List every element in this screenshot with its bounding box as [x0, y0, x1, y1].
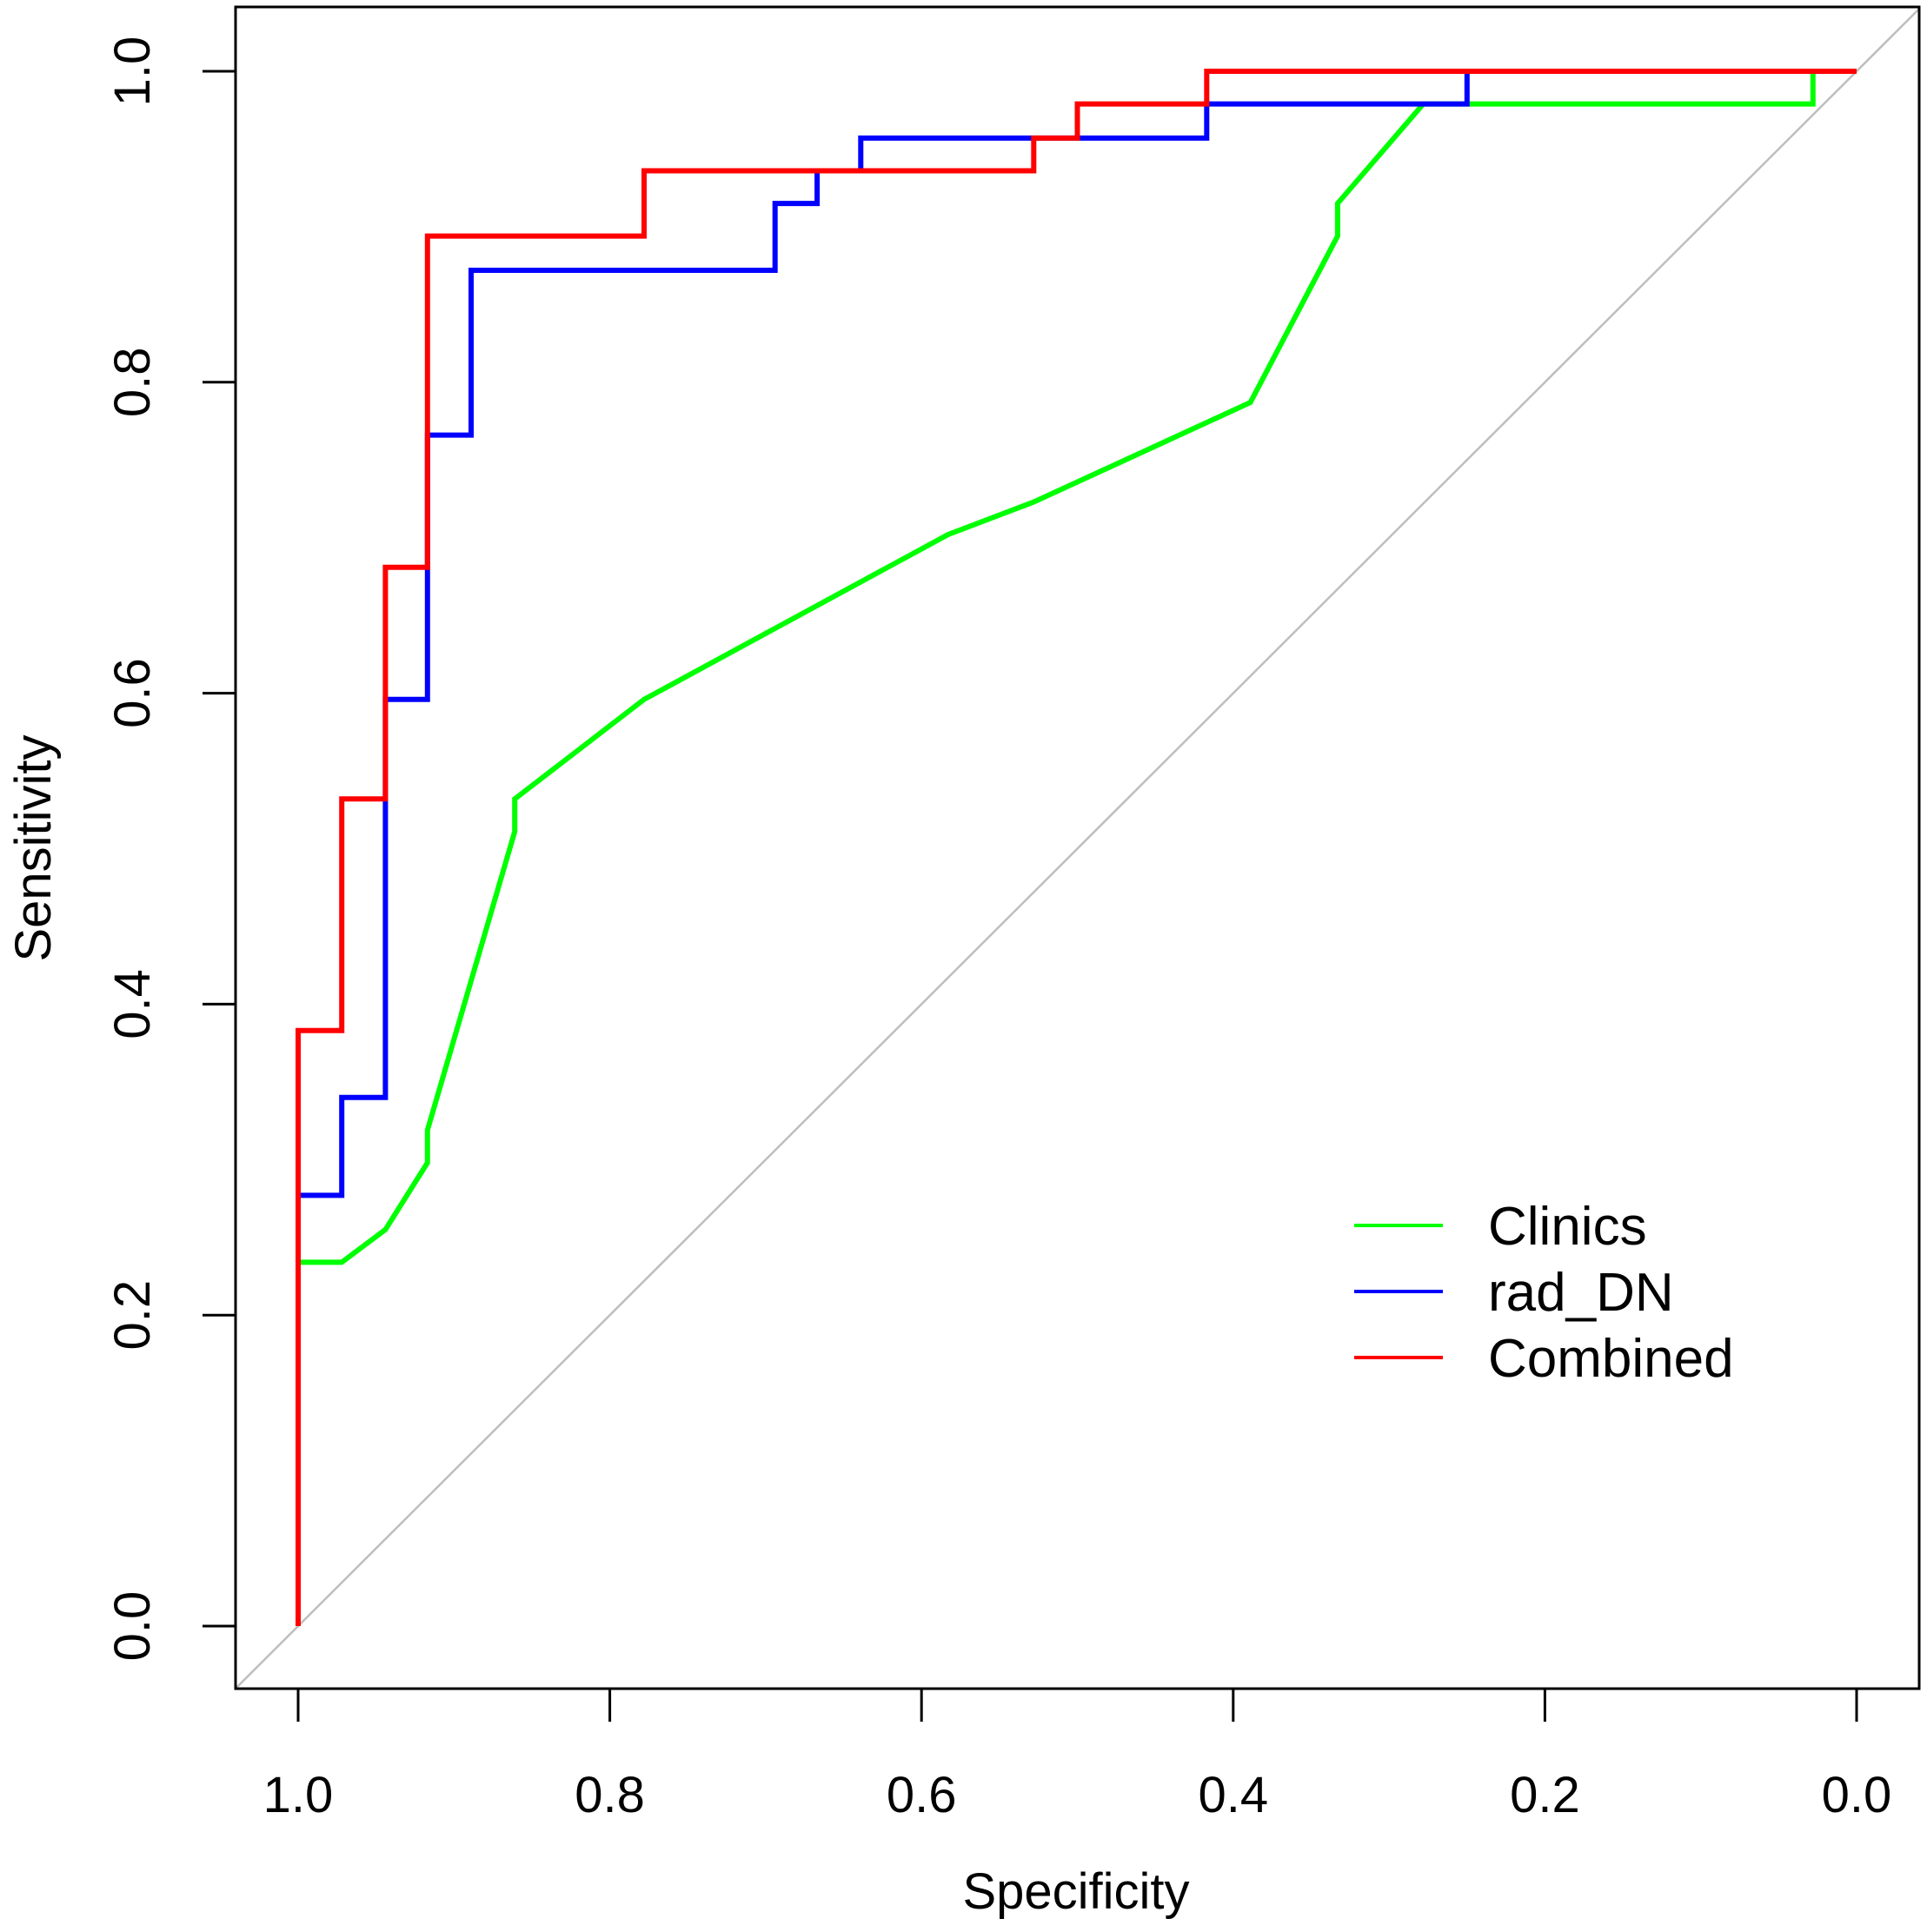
y-tick-label: 1.0 [104, 37, 161, 107]
x-tick-label: 0.0 [1822, 1767, 1892, 1823]
series-layer [296, 69, 1857, 1626]
y-axis-title: Sensitivity [5, 734, 62, 961]
series-line-combined [296, 69, 1857, 1626]
legend-label: Combined [1488, 1329, 1734, 1389]
x-tick-label: 1.0 [263, 1767, 334, 1823]
x-tick-label: 0.8 [575, 1767, 645, 1823]
x-axis: 1.0 0.8 0.6 0.4 0.2 0.0 [263, 1687, 1892, 1823]
y-tick-label: 0.8 [104, 347, 161, 417]
y-tick-label: 0.2 [104, 1280, 161, 1351]
y-axis: 0.0 0.2 0.4 0.6 0.8 1.0 [104, 37, 237, 1662]
y-tick-label: 0.4 [104, 969, 161, 1039]
x-tick-label: 0.2 [1510, 1767, 1580, 1823]
legend-label: Clinics [1488, 1197, 1647, 1257]
x-tick-label: 0.6 [887, 1767, 957, 1823]
series-line-rad-dn [296, 69, 1857, 1626]
series-line-clinics [296, 69, 1857, 1626]
x-tick-label: 0.4 [1198, 1767, 1268, 1823]
legend-label: rad_DN [1488, 1263, 1674, 1323]
y-tick-label: 0.6 [104, 658, 161, 728]
chance-reference-line [235, 8, 1920, 1690]
x-axis-title: Specificity [962, 1863, 1189, 1920]
y-tick-label: 0.0 [104, 1591, 161, 1662]
